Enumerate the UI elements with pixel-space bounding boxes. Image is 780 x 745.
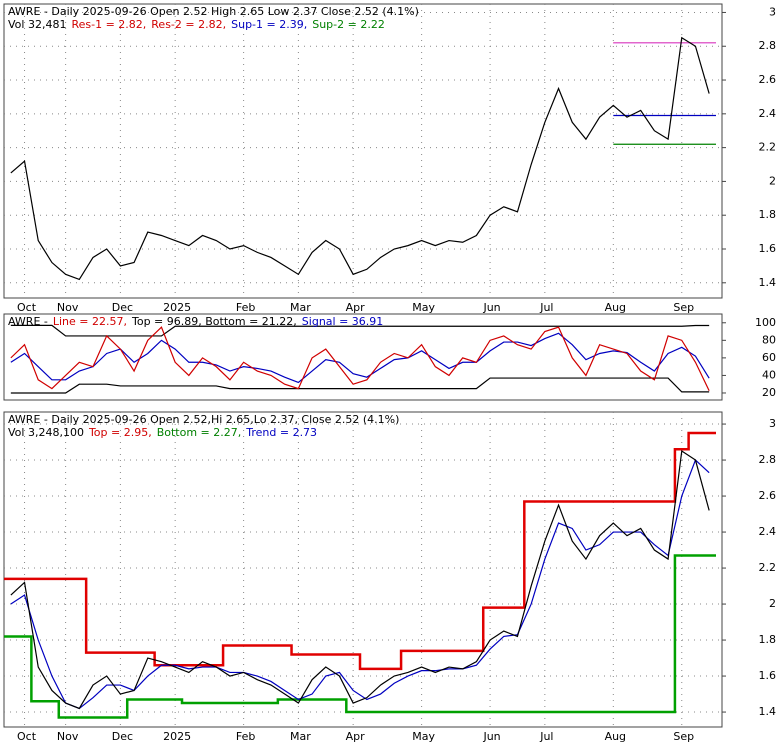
x-tick-label: 2025 <box>163 730 191 743</box>
header-item: Vol 32,481 <box>8 18 66 31</box>
x-tick-label: Jul <box>539 301 553 314</box>
series-line <box>4 554 716 719</box>
header-text: AWRE - Line = 22.57, Top = 96.89, Bottom =… <box>8 315 383 328</box>
y-tick-label: 100 <box>755 316 776 329</box>
x-tick-label: Dec <box>112 301 133 314</box>
header-item: Vol 3,248,100 <box>8 426 84 439</box>
header-item: Line = 22.57, <box>53 315 127 328</box>
y-tick-label: 2 <box>769 597 776 610</box>
x-tick-label: Nov <box>57 730 79 743</box>
y-tick-label: 1.6 <box>759 242 777 255</box>
header-item: Top = 2.95, <box>88 426 152 439</box>
y-tick-label: 60 <box>762 351 776 364</box>
x-tick-label: Feb <box>236 301 255 314</box>
y-tick-label: 40 <box>762 368 776 381</box>
header-item: Res-2 = 2.82, <box>151 18 226 31</box>
x-tick-label: 2025 <box>163 301 191 314</box>
header-text: AWRE - Daily 2025-09-26 Open 2.52 High 2… <box>8 5 419 18</box>
x-tick-label: Nov <box>57 301 79 314</box>
y-tick-label: 1.6 <box>759 669 777 682</box>
x-tick-label: Feb <box>236 730 255 743</box>
panel-frame <box>3 313 723 401</box>
y-tick-label: 1.8 <box>759 633 777 646</box>
header-text: Vol 3,248,100 Top = 2.95, Bottom = 2.27, Tr… <box>8 426 317 439</box>
x-tick-label: Aug <box>605 301 626 314</box>
header-item: AWRE - Daily 2025-09-26 Open 2.52 High 2… <box>8 5 419 18</box>
header-item: Signal = 36.91 <box>302 315 384 328</box>
series-line <box>10 377 710 394</box>
series-line <box>10 459 710 710</box>
y-tick-label: 1.4 <box>759 276 777 289</box>
series-line <box>10 324 710 337</box>
y-tick-label: 20 <box>762 386 776 399</box>
header-item: AWRE - Daily 2025-09-26 Open 2.52,Hi 2.6… <box>8 413 399 426</box>
y-tick-label: 80 <box>762 333 776 346</box>
header-item: Res-1 = 2.82, <box>71 18 146 31</box>
x-tick-label: Apr <box>346 730 366 743</box>
y-tick-label: 2.8 <box>759 453 777 466</box>
y-tick-label: 1.4 <box>759 705 777 718</box>
y-tick-label: 2.2 <box>759 141 777 154</box>
header-item: Trend = 2.73 <box>245 426 317 439</box>
y-tick-label: 2.4 <box>759 107 777 120</box>
header-item: Sup-1 = 2.39, <box>231 18 307 31</box>
y-tick-label: 3 <box>769 5 776 18</box>
y-tick-label: 2.4 <box>759 525 777 538</box>
series-line <box>10 332 710 384</box>
series-line <box>4 431 716 671</box>
x-tick-label: Mar <box>290 730 311 743</box>
series-line <box>10 326 710 391</box>
header-text: Vol 32,481 Res-1 = 2.82, Res-2 = 2.82, Sup-… <box>8 18 385 31</box>
x-tick-label: Jun <box>482 730 500 743</box>
x-tick-label: Aug <box>605 730 626 743</box>
header-item: Sup-2 = 2.22 <box>312 18 385 31</box>
y-tick-label: 2.8 <box>759 39 777 52</box>
header-item: Top = 96.89, Bottom = 21.22, <box>131 315 297 328</box>
y-tick-label: 2 <box>769 174 776 187</box>
series-line <box>10 450 710 710</box>
x-tick-label: May <box>412 301 435 314</box>
y-tick-label: 2.2 <box>759 561 777 574</box>
x-tick-label: Jun <box>482 301 500 314</box>
x-tick-label: Oct <box>17 301 37 314</box>
header-item: Bottom = 2.27, <box>157 426 242 439</box>
x-tick-label: May <box>412 730 435 743</box>
header-item: AWRE - <box>8 315 48 328</box>
x-tick-label: Jul <box>539 730 553 743</box>
y-tick-label: 2.6 <box>759 73 777 86</box>
panel-frame <box>3 3 723 299</box>
series-line <box>10 36 710 281</box>
x-tick-label: Dec <box>112 730 133 743</box>
y-tick-label: 2.6 <box>759 489 777 502</box>
x-tick-label: Mar <box>290 301 311 314</box>
header-text: AWRE - Daily 2025-09-26 Open 2.52,Hi 2.6… <box>8 413 399 426</box>
x-tick-label: Sep <box>673 301 694 314</box>
x-tick-label: Oct <box>17 730 37 743</box>
panel-frame <box>3 411 723 728</box>
y-tick-label: 1.8 <box>759 208 777 221</box>
y-tick-label: 3 <box>769 417 776 430</box>
x-tick-label: Apr <box>346 301 366 314</box>
x-tick-label: Sep <box>673 730 694 743</box>
